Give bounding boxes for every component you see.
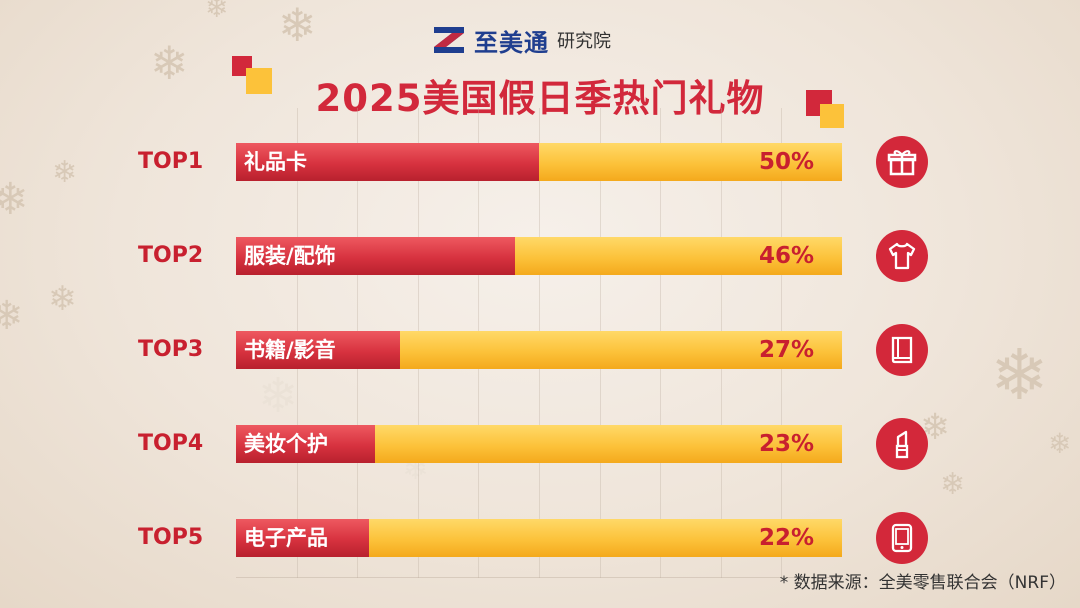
bar bbox=[236, 143, 539, 181]
bar-track: 电子产品 22% bbox=[236, 519, 842, 557]
snowflake-decoration: ❄ bbox=[205, 0, 229, 24]
lipstick-icon bbox=[876, 418, 928, 470]
bar bbox=[236, 331, 400, 369]
snowflake-decoration: ❄ bbox=[278, 0, 317, 52]
value-label: 46% bbox=[758, 243, 814, 269]
snowflake-decoration: ❄ bbox=[150, 36, 189, 90]
tshirt-icon bbox=[876, 230, 928, 282]
snowflake-decoration: ❄ bbox=[0, 293, 24, 339]
snowflake-decoration: ❄ bbox=[0, 174, 29, 225]
bar-track: 服装/配饰 46% bbox=[236, 237, 842, 275]
value-label: 23% bbox=[758, 431, 814, 457]
rank-label: TOP5 bbox=[138, 525, 204, 550]
rank-label: TOP4 bbox=[138, 431, 204, 456]
book-icon bbox=[876, 324, 928, 376]
category-label: 服装/配饰 bbox=[244, 244, 336, 268]
brand-subtitle: 研究院 bbox=[557, 31, 611, 52]
title-decoration-square bbox=[820, 104, 844, 128]
snowflake-decoration: ❄ bbox=[1048, 427, 1072, 460]
tablet-icon bbox=[876, 512, 928, 564]
bar bbox=[236, 519, 370, 557]
snowflake-decoration: ❄ bbox=[258, 368, 299, 424]
value-label: 50% bbox=[758, 149, 814, 175]
category-label: 美妆个护 bbox=[244, 432, 328, 456]
snowflake-decoration: ❄ bbox=[48, 279, 77, 319]
rank-label: TOP3 bbox=[138, 337, 204, 362]
chart-title: 2025美国假日季热门礼物 bbox=[315, 77, 765, 120]
bar bbox=[236, 425, 376, 463]
category-label: 礼品卡 bbox=[244, 150, 307, 174]
brand-logo: 至美通 研究院 bbox=[432, 22, 611, 58]
rank-label: TOP2 bbox=[138, 243, 204, 268]
value-label: 27% bbox=[758, 337, 814, 363]
snowflake-decoration: ❄ bbox=[940, 467, 966, 502]
brand-name: 至美通 bbox=[474, 28, 549, 57]
value-label: 22% bbox=[758, 525, 814, 551]
category-label: 书籍/影音 bbox=[244, 338, 336, 362]
chart-baseline bbox=[236, 577, 842, 578]
bar-track: 礼品卡 50% bbox=[236, 143, 842, 181]
gift-icon bbox=[876, 136, 928, 188]
bar bbox=[236, 237, 515, 275]
title-decoration-square bbox=[246, 68, 272, 94]
category-label: 电子产品 bbox=[244, 526, 328, 550]
bar-track: 美妆个护 23% bbox=[236, 425, 842, 463]
rank-label: TOP1 bbox=[138, 149, 204, 174]
bar-track: 书籍/影音 27% bbox=[236, 331, 842, 369]
source-note: * 数据来源：全美零售联合会（NRF） bbox=[779, 573, 1066, 593]
zmt-logo-icon bbox=[434, 27, 464, 53]
snowflake-decoration: ❄ bbox=[52, 155, 78, 190]
snowflake-decoration: ❄ bbox=[990, 334, 1049, 416]
